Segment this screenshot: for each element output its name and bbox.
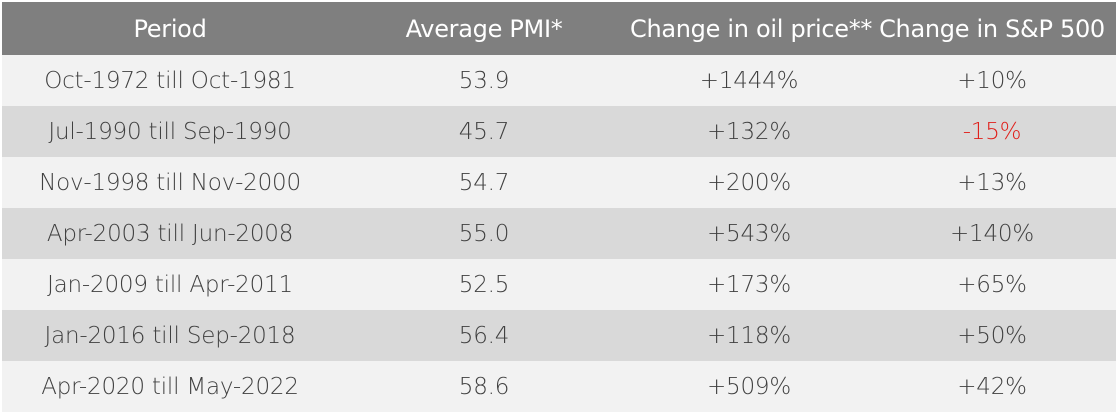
cell-period: Oct-1972 till Oct-1981 [44, 67, 296, 94]
table-row: Jan-2016 till Sep-2018 56.4 +118% +50% [2, 310, 1116, 361]
cell-sp500-change: +50% [957, 322, 1027, 349]
cell-sp500-change: +65% [957, 271, 1027, 298]
cell-sp500-change: +13% [957, 169, 1027, 196]
cell-pmi: 53.9 [458, 67, 510, 94]
table-row: Apr-2003 till Jun-2008 55.0 +543% +140% [2, 208, 1116, 259]
header-average-pmi: Average PMI* [338, 2, 630, 55]
header-row: Period Average PMI* Change in oil price*… [2, 2, 1116, 55]
cell-pmi: 52.5 [458, 271, 510, 298]
cell-oil-change: +118% [706, 322, 792, 349]
table-header: Period Average PMI* Change in oil price*… [2, 2, 1116, 55]
cell-pmi: 56.4 [458, 322, 510, 349]
cell-pmi: 45.7 [458, 118, 510, 145]
header-change-sp500: Change in S&P 500 [868, 2, 1116, 55]
cell-oil-change: +509% [706, 373, 792, 400]
cell-pmi: 55.0 [458, 220, 510, 247]
cell-sp500-change-negative: -15% [962, 118, 1022, 145]
cell-period: Jan-2009 till Apr-2011 [47, 271, 293, 298]
cell-period: Apr-2020 till May-2022 [41, 373, 299, 400]
header-change-oil-price: Change in oil price** [630, 2, 872, 55]
cell-period: Jan-2016 till Sep-2018 [44, 322, 296, 349]
header-period: Period [2, 2, 338, 55]
cell-pmi: 54.7 [458, 169, 510, 196]
cell-period: Jul-1990 till Sep-1990 [48, 118, 292, 145]
cell-pmi: 58.6 [458, 373, 510, 400]
cell-period: Nov-1998 till Nov-2000 [39, 169, 301, 196]
table-row: Apr-2020 till May-2022 58.6 +509% +42% [2, 361, 1116, 412]
cell-period: Apr-2003 till Jun-2008 [46, 220, 294, 247]
cell-oil-change: +543% [706, 220, 792, 247]
table-row: Jan-2009 till Apr-2011 52.5 +173% +65% [2, 259, 1116, 310]
table-row: Nov-1998 till Nov-2000 54.7 +200% +13% [2, 157, 1116, 208]
cell-oil-change: +200% [706, 169, 792, 196]
table-row: Jul-1990 till Sep-1990 45.7 +132% -15% [2, 106, 1116, 157]
cell-oil-change: +132% [706, 118, 792, 145]
cell-oil-change: +173% [706, 271, 792, 298]
cell-sp500-change: +140% [949, 220, 1035, 247]
cell-sp500-change: +42% [957, 373, 1027, 400]
table-row: Oct-1972 till Oct-1981 53.9 +1444% +10% [2, 55, 1116, 106]
table-body: Oct-1972 till Oct-1981 53.9 +1444% +10% … [2, 55, 1116, 412]
cell-sp500-change: +10% [957, 67, 1027, 94]
cell-oil-change: +1444% [699, 67, 799, 94]
